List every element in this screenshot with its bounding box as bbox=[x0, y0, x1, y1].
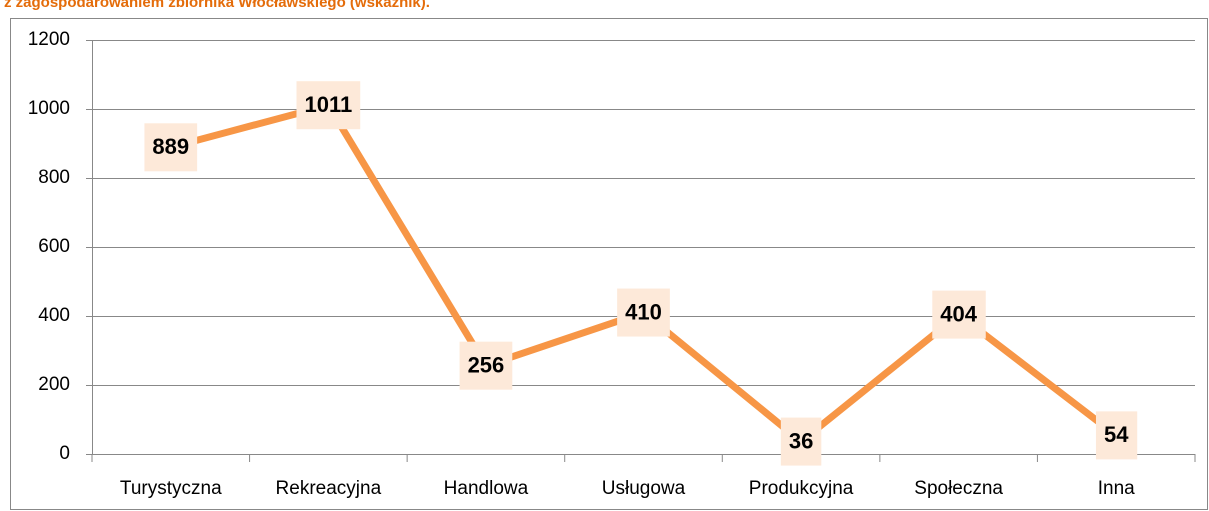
data-label-box bbox=[296, 81, 361, 130]
data-label: 256 bbox=[468, 352, 505, 377]
data-label-box bbox=[780, 417, 822, 466]
y-tick-label: 200 bbox=[38, 374, 70, 395]
line bbox=[169, 101, 1119, 446]
data-label-box bbox=[932, 290, 986, 339]
data-label: 404 bbox=[940, 301, 977, 326]
y-tick-label: 1000 bbox=[28, 98, 70, 119]
data-label-box bbox=[1095, 411, 1138, 460]
y-tick-label: 1200 bbox=[28, 29, 70, 50]
data-label-box bbox=[617, 288, 670, 337]
x-tick-label: Społeczna bbox=[914, 478, 1003, 499]
y-tick-label: 600 bbox=[38, 236, 70, 257]
data-label: 1011 bbox=[304, 92, 352, 117]
x-tick-label: Usługowa bbox=[602, 478, 686, 499]
data-label: 889 bbox=[152, 134, 189, 159]
data-label-box bbox=[459, 341, 513, 390]
y-tick-label: 800 bbox=[38, 167, 70, 188]
y-tick-label: 0 bbox=[59, 443, 70, 464]
chart-border bbox=[10, 18, 1208, 510]
x-tick-label: Inna bbox=[1098, 478, 1135, 499]
chart-title: z zagospodarowaniem zbiornika Włocławski… bbox=[4, 0, 430, 11]
data-label: 410 bbox=[625, 299, 662, 324]
x-tick-label: Handlowa bbox=[444, 478, 529, 499]
data-label-box bbox=[144, 123, 198, 172]
x-tick-label: Turystyczna bbox=[120, 478, 222, 499]
data-label: 54 bbox=[1104, 422, 1129, 447]
y-tick-label: 400 bbox=[38, 305, 70, 326]
x-tick-label: Produkcyjna bbox=[749, 478, 854, 499]
x-tick-label: Rekreacyjna bbox=[276, 478, 382, 499]
data-label: 36 bbox=[789, 428, 813, 453]
